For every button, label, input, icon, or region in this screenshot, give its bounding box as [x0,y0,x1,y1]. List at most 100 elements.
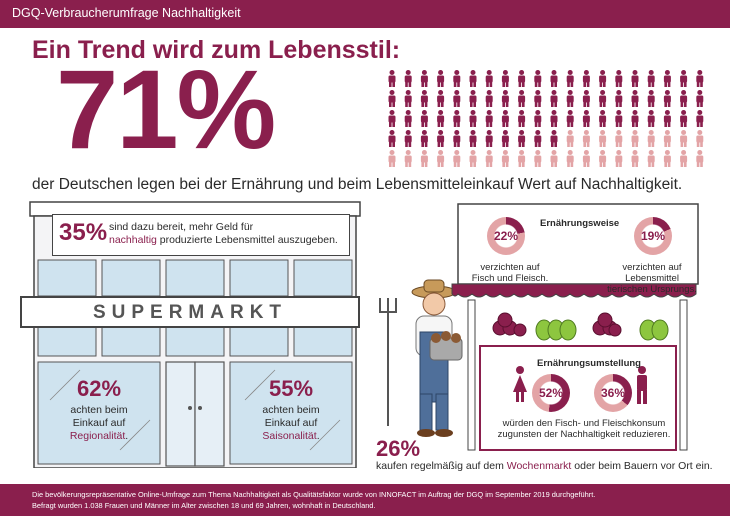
person-icon [421,90,428,107]
stat-55-end: . [317,430,320,442]
supermarket-sign: SUPERMARKT [20,296,360,328]
person-icon-grid [384,68,714,168]
person-icon [551,110,558,127]
label-19-line2: Lebensmittel [625,273,679,284]
person-icon [632,90,639,107]
person-icon [567,70,574,87]
person-icon [389,150,396,167]
person-icon [599,70,606,87]
label-19-line1: verzichten auf [622,262,681,273]
person-icon [518,150,525,167]
person-icon [421,110,428,127]
person-icon [470,110,477,127]
market-text-a: kaufen regelmäßig auf dem [376,460,507,472]
person-icon [453,90,460,107]
person-icon [389,110,396,127]
stat-55-value: 55% [246,376,336,402]
label-19: verzichten auf Lebensmittel tierischen U… [604,262,700,295]
footer: Die bevölkerungsrepräsentative Online-Um… [0,484,730,516]
person-icon [437,110,444,127]
person-icon [534,130,541,147]
person-icon [680,130,687,147]
pie-22: 22% [487,217,525,255]
person-icon [664,110,671,127]
ernaehrungsweise-title: Ernährungsweise [540,218,619,229]
supermarket-sign-text: SUPERMARKT [22,302,358,324]
person-icon [567,110,574,127]
person-icon [389,70,396,87]
person-icon [551,130,558,147]
stat-55-line2: Einkauf auf [265,417,318,429]
market-stat-value: 26% [376,436,420,462]
person-icon [421,150,428,167]
person-icon [567,90,574,107]
person-icon [599,130,606,147]
person-icon [437,130,444,147]
pie-19: 19% [634,217,672,255]
person-icon [648,70,655,87]
person-icon [534,150,541,167]
stat-62-line2: Einkauf auf [73,417,126,429]
stat-55-accent: Saisonalität [262,430,316,442]
person-icon [632,70,639,87]
label-22-line2: Fisch und Fleisch. [472,273,549,284]
person-icon [437,150,444,167]
person-icon [567,130,574,147]
person-icon [648,150,655,167]
pie-52: 52% [532,374,570,412]
person-icon [389,90,396,107]
person-icon [680,70,687,87]
person-icon [680,150,687,167]
person-icon [421,70,428,87]
person-icon [664,90,671,107]
person-icon [615,110,622,127]
main-stat-text: der Deutschen legen bei der Ernährung un… [32,176,682,194]
stat-35-value: 35% [59,219,107,247]
person-icon [696,110,703,127]
person-icon [551,90,558,107]
person-icon [632,150,639,167]
label-22-line1: verzichten auf [480,262,539,273]
stat-62-end: . [125,430,128,442]
person-icon [470,70,477,87]
person-icon [599,90,606,107]
person-icon [518,130,525,147]
person-icon [534,90,541,107]
person-icon [680,90,687,107]
person-icon [389,130,396,147]
person-icon [486,150,493,167]
pie-36: 36% [594,374,632,412]
person-icon [405,110,412,127]
person-icon [453,70,460,87]
person-icon [453,150,460,167]
market-text-b: oder beim Bauern vor Ort ein. [571,460,712,472]
footer-line2: Befragt wurden 1.038 Frauen und Männer i… [32,501,375,510]
person-icon [534,110,541,127]
person-icon [632,110,639,127]
person-icon [615,130,622,147]
person-icon [405,90,412,107]
label-umstellung-line1: würden den Fisch- und Fleischkonsum [503,418,666,429]
person-icon [632,130,639,147]
person-icon [696,90,703,107]
person-icon [615,70,622,87]
person-icon [534,70,541,87]
stat-35-box: 35% sind dazu bereit, mehr Geld für nach… [52,214,350,256]
stat-62-accent: Regionalität [70,430,125,442]
person-icon [437,70,444,87]
person-icon [405,70,412,87]
person-icon [486,90,493,107]
person-icon [583,70,590,87]
person-icon [664,150,671,167]
stat-62-block: 62% achten beim Einkauf auf Regionalität… [54,376,144,443]
stat-62-value: 62% [54,376,144,402]
person-icon [518,70,525,87]
label-umstellung-line2: zugunsten der Nachhaltigkeit reduzieren. [498,429,671,440]
pie-19-value: 19% [641,229,665,243]
person-icon [470,130,477,147]
stat-62-line1: achten beim [70,404,127,416]
person-icon [599,110,606,127]
person-icon [648,90,655,107]
person-icon [470,90,477,107]
person-icon [599,150,606,167]
